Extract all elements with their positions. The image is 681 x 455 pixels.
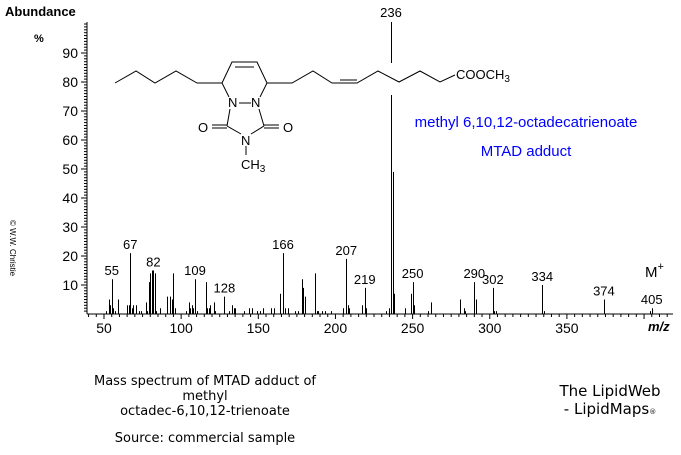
svg-text:CH3: CH3: [241, 157, 266, 175]
branding: The LipidWeb - LipidMaps®: [545, 382, 675, 418]
peak-label-250: 250: [402, 266, 424, 281]
x-tick-label: 50: [96, 320, 112, 336]
peak-label-128: 128: [214, 281, 236, 296]
molecular-ion-label: M+: [645, 261, 664, 281]
x-tick-label: 250: [401, 320, 425, 336]
y-axis-unit: %: [34, 33, 44, 45]
caption-line-2: octadec-6,10,12-trienoate: [120, 404, 290, 419]
peak-label-82: 82: [146, 255, 160, 270]
peak-label-334: 334: [531, 269, 553, 284]
compound-name: methyl 6,10,12-octadecatrienoate: [415, 114, 638, 131]
y-tick-label: 70: [62, 103, 78, 119]
y-tick-label: 10: [62, 277, 78, 293]
peak-label-207: 207: [335, 243, 357, 258]
peak-label-405: 405: [641, 292, 663, 307]
axes: [86, 22, 673, 315]
peak-label-374: 374: [593, 284, 615, 299]
peak-label-166: 166: [272, 237, 294, 252]
y-axis-title: Abundance: [5, 4, 76, 19]
structure-labels: N N O O N CH3 COOCH3: [198, 67, 510, 175]
y-tick-label: 80: [62, 74, 78, 90]
compound-subtitle: MTAD adduct: [481, 143, 572, 160]
peak-label-219: 219: [354, 272, 376, 287]
svg-text:O: O: [283, 120, 293, 135]
peak-label-236: 236: [380, 5, 402, 20]
y-tick-label: 60: [62, 132, 78, 148]
peak-label-290: 290: [463, 266, 485, 281]
peak-label-67: 67: [123, 237, 137, 252]
branding-line-1: The LipidWeb: [559, 382, 661, 400]
x-tick-label: 300: [478, 320, 502, 336]
caption-line-1: Mass spectrum of MTAD adduct of methyl: [94, 374, 316, 404]
peak-label-109: 109: [184, 263, 206, 278]
svg-text:N: N: [251, 95, 260, 110]
chemical-structure: [114, 61, 456, 155]
peak-label-55: 55: [104, 263, 118, 278]
y-tick-label: 30: [62, 219, 78, 235]
svg-text:O: O: [198, 120, 208, 135]
svg-text:N: N: [241, 133, 250, 148]
y-tick-label: 40: [62, 190, 78, 206]
copyright-text: © W.W. Christie: [8, 220, 17, 277]
x-tick-label: 100: [169, 320, 193, 336]
y-tick-label: 90: [62, 45, 78, 61]
y-tick-label: 20: [62, 248, 78, 264]
x-axis-title: m/z: [648, 319, 670, 334]
svg-text:N: N: [228, 95, 237, 110]
x-tick-label: 200: [324, 320, 348, 336]
peak-label-302: 302: [482, 272, 504, 287]
caption: Mass spectrum of MTAD adduct of methyl o…: [70, 374, 340, 446]
branding-line-2: - LipidMaps®: [563, 400, 657, 418]
svg-text:COOCH3: COOCH3: [456, 67, 510, 85]
x-tick-label: 150: [247, 320, 271, 336]
caption-source: Source: commercial sample: [114, 431, 296, 446]
x-tick-label: 350: [555, 320, 579, 336]
y-tick-label: 50: [62, 161, 78, 177]
